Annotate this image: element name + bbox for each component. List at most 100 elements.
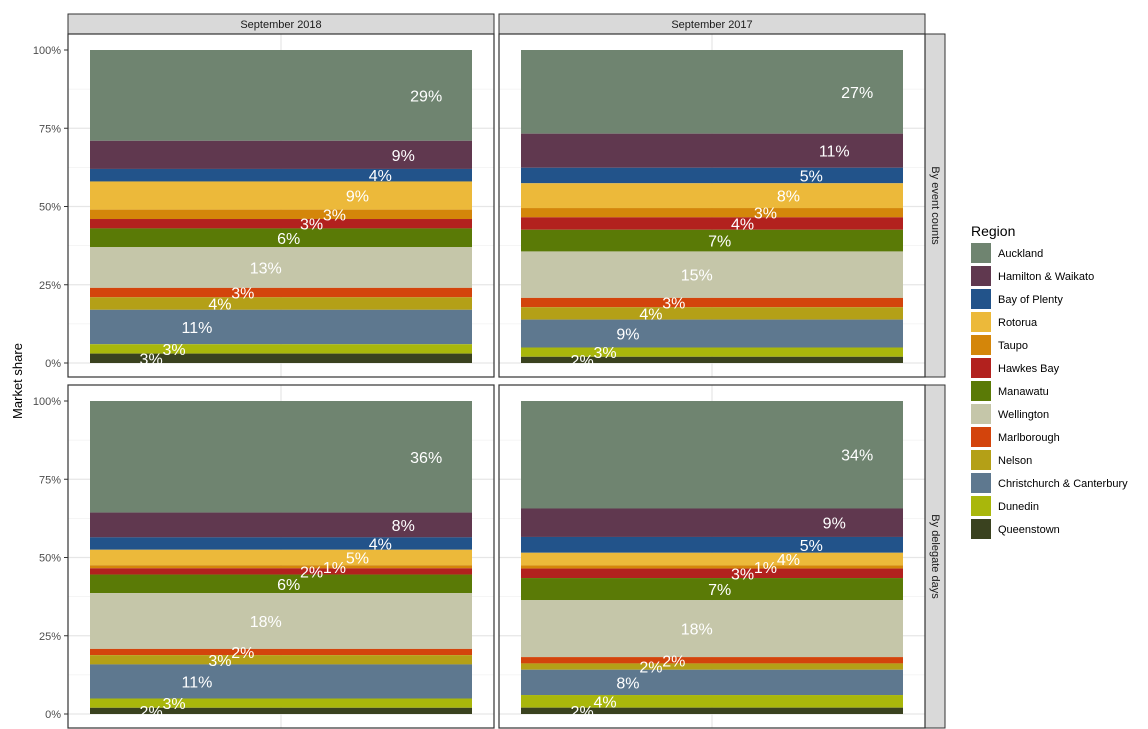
data-label: 9%	[823, 516, 846, 533]
data-label: 3%	[162, 696, 185, 713]
legend-title: Region	[971, 223, 1015, 239]
legend-item-label: Hawkes Bay	[998, 363, 1060, 375]
bar-segment	[90, 537, 472, 550]
data-label: 3%	[754, 206, 777, 223]
data-label: 4%	[208, 297, 231, 314]
bar-segment	[90, 664, 472, 699]
legend-item-label: Taupo	[998, 340, 1028, 352]
y-tick-label: 75%	[39, 123, 61, 135]
bar-segment	[521, 663, 903, 670]
legend-swatch	[971, 519, 991, 539]
data-label: 4%	[369, 168, 392, 185]
data-label: 8%	[392, 518, 415, 535]
data-label: 5%	[800, 169, 823, 186]
legend-swatch	[971, 243, 991, 263]
data-label: 5%	[800, 538, 823, 555]
row-strip-label: By delegate days	[929, 514, 941, 599]
data-label: 13%	[250, 261, 282, 278]
data-label: 2%	[231, 645, 254, 662]
bar-segment	[521, 319, 903, 348]
bar-segment	[521, 401, 903, 509]
bar-segment	[90, 219, 472, 229]
bar-segment	[521, 695, 903, 708]
bar-segment	[521, 133, 903, 168]
panel-border	[498, 33, 926, 378]
legend-item-label: Manawatu	[998, 386, 1049, 398]
data-label: 15%	[681, 268, 713, 285]
data-label: 4%	[593, 694, 616, 711]
legend-swatch	[971, 381, 991, 401]
data-label: 4%	[369, 537, 392, 554]
data-label: 3%	[231, 286, 254, 303]
bar-segment	[90, 593, 472, 649]
y-tick-label: 75%	[39, 474, 61, 486]
data-label: 8%	[777, 189, 800, 206]
bar-segment	[90, 297, 472, 310]
data-label: 18%	[681, 622, 713, 639]
bar-segment	[90, 549, 472, 566]
bar-segment	[521, 657, 903, 664]
data-label: 4%	[731, 217, 754, 234]
facet-panel: 29%9%4%9%3%3%6%13%3%4%11%3%3%	[67, 33, 495, 378]
legend: Region Auckland Hamilton & Waikato Bay of P…	[971, 223, 1128, 539]
bar-segment	[90, 655, 472, 665]
legend-item-label: Queenstown	[998, 524, 1060, 536]
data-label: 9%	[616, 327, 639, 344]
bar-segment	[521, 307, 903, 320]
facet-panel: 36%8%4%5%1%2%6%18%2%3%11%3%2%	[67, 384, 495, 729]
panel-border	[67, 384, 495, 729]
y-tick-label: 100%	[33, 396, 61, 408]
bar-segment	[521, 229, 903, 252]
bar-segment	[521, 508, 903, 537]
data-label: 3%	[731, 566, 754, 583]
legend-swatch	[971, 450, 991, 470]
bar-segment	[90, 344, 472, 354]
data-label: 2%	[571, 353, 594, 370]
data-label: 4%	[777, 552, 800, 569]
bar-segment	[90, 574, 472, 594]
bar-segment	[90, 168, 472, 182]
legend-swatch	[971, 496, 991, 516]
bar-segment	[90, 140, 472, 169]
legend-item-label: Bay of Plenty	[998, 294, 1063, 306]
legend-swatch	[971, 404, 991, 424]
data-label: 2%	[639, 660, 662, 677]
data-label: 2%	[140, 704, 163, 721]
y-tick-label: 25%	[39, 280, 61, 292]
data-label: 7%	[708, 234, 731, 251]
bar-segment	[90, 209, 472, 220]
y-axis-title: Market share	[10, 343, 25, 419]
legend-item-label: Marlborough	[998, 432, 1060, 444]
data-label: 6%	[277, 577, 300, 594]
data-label: 3%	[208, 653, 231, 670]
facet-panel: 34%9%5%4%1%3%7%18%2%2%8%4%2%	[498, 384, 926, 729]
bar-segment	[90, 247, 472, 288]
legend-swatch	[971, 427, 991, 447]
y-tick-label: 50%	[39, 553, 61, 565]
bar-segment	[90, 512, 472, 538]
data-label: 9%	[346, 189, 369, 206]
column-strip-label: September 2018	[240, 19, 321, 31]
bar-segment	[521, 600, 903, 658]
data-label: 5%	[346, 551, 369, 568]
data-label: 18%	[250, 614, 282, 631]
bar-segment	[90, 181, 472, 210]
data-label: 36%	[410, 450, 442, 467]
y-tick-label: 0%	[45, 358, 61, 370]
legend-swatch	[971, 312, 991, 332]
bar-segment	[521, 536, 903, 553]
bar-segment	[90, 287, 472, 298]
bar-segment	[90, 707, 472, 714]
bar-segment	[521, 568, 903, 579]
bar-segment	[90, 401, 472, 513]
bar-segment	[90, 648, 472, 656]
data-label: 3%	[140, 351, 163, 368]
data-label: 1%	[754, 560, 777, 577]
bar-segment	[90, 353, 472, 363]
legend-swatch	[971, 289, 991, 309]
data-label: 3%	[162, 342, 185, 359]
data-label: 8%	[616, 675, 639, 692]
bar-segment	[521, 356, 903, 363]
data-label: 3%	[323, 207, 346, 224]
